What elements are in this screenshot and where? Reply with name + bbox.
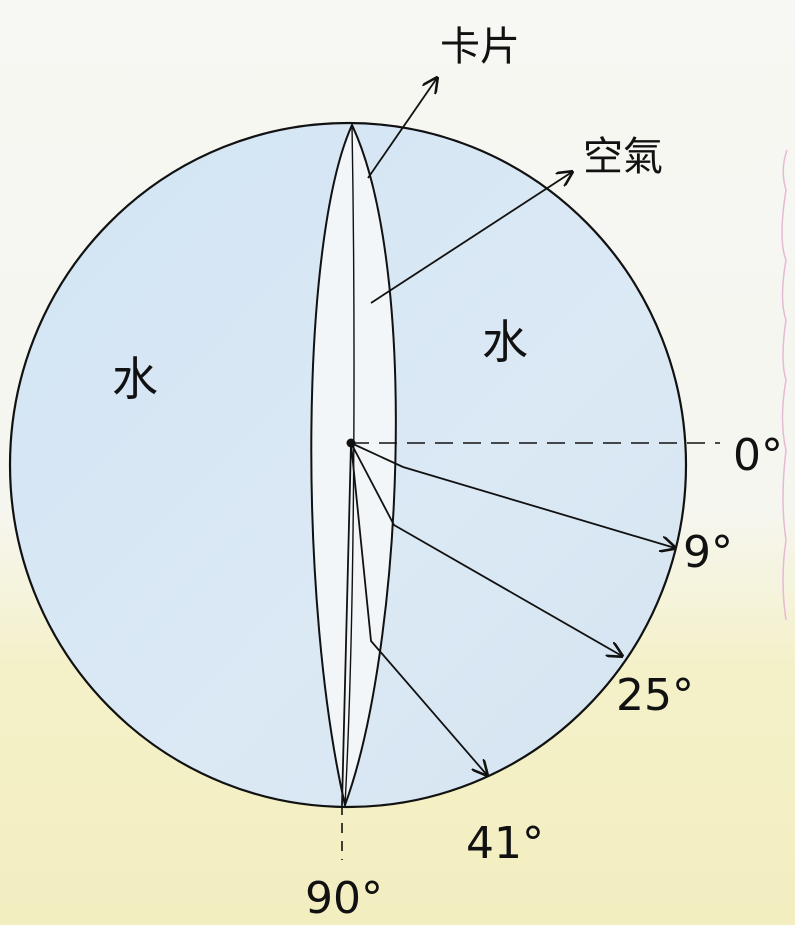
label-9-degree: 9° [683, 527, 733, 578]
ray-90-degree [341, 442, 352, 806]
label-0-degree: 0° [733, 430, 783, 481]
ray-41-degree [350, 442, 487, 775]
label-water-right: 水 [482, 315, 528, 369]
label-25-degree: 25° [616, 670, 694, 721]
ray-25-degree [350, 442, 622, 656]
label-air: 空氣 [583, 134, 663, 180]
label-card: 卡片 [440, 24, 520, 70]
ray-9-degree [350, 442, 675, 548]
label-41-degree: 41° [466, 818, 544, 869]
card-pointer [367, 78, 437, 179]
label-water-left: 水 [112, 352, 158, 406]
label-90-degree: 90° [305, 873, 383, 924]
card-inner-edge [344, 124, 355, 806]
air-pointer [370, 172, 572, 304]
margin-line [781, 149, 788, 621]
